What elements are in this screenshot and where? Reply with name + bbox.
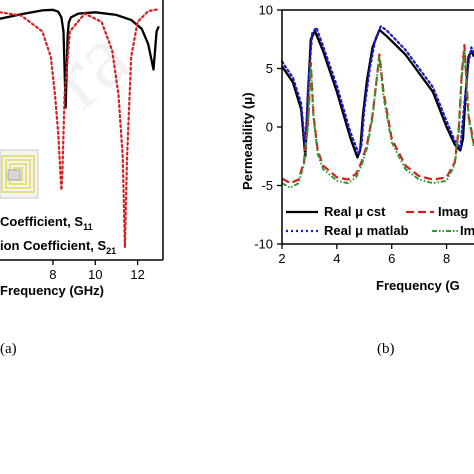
panel-b-y-tick-label: -5: [261, 178, 273, 193]
panel-a-ticks: 8 10 12: [49, 260, 145, 282]
panel-a-x-tick-label: 8: [49, 267, 56, 282]
panel-b-series-4: [281, 48, 474, 189]
panel-b-x-tick-label: 6: [388, 251, 395, 266]
panel-b-series-real-matlab: [280, 25, 474, 155]
panel-b-y-tick-label: 0: [266, 120, 273, 135]
panel-a-x-axis-title: Frequency (GHz): [0, 283, 104, 298]
panel-b-x-axis-title: Frequency (G: [376, 278, 460, 293]
panel-b-label: (b): [377, 341, 395, 357]
panel-a-series-2: [0, 8, 160, 249]
legend-b-label-real-cst: Real μ cst: [324, 204, 386, 219]
panel-b-legend: Real μ cst Imag Real μ matlab Im: [286, 204, 474, 238]
panel-b-y-axis-title: Permeability (μ): [240, 92, 255, 190]
panel-a-x-tick-label: 10: [88, 267, 102, 282]
panel-b-x-tick-label: 2: [278, 251, 285, 266]
panel-a-chart: Coefficient, S11 ion Coefficient, S21 8 1…: [0, 0, 164, 357]
panel-b-y-tick-label: 10: [259, 3, 273, 18]
panel-b-y-tick-label: -10: [254, 237, 273, 252]
legend-b-label-imag: Imag: [438, 204, 468, 219]
panel-b-series-imag: [281, 44, 474, 185]
legend-a-item-1: Coefficient, S11: [0, 214, 93, 232]
panel-b-y-tick-label: 5: [266, 61, 273, 76]
panel-b-curves: [280, 25, 474, 189]
panel-a-legend: Coefficient, S11 ion Coefficient, S21: [0, 214, 116, 256]
panel-a-label: (a): [0, 341, 17, 357]
legend-b-label-im: Im: [460, 223, 474, 238]
panel-b-chart: 2 4 6 8 -10 -5 0 5 10 Real μ cst Imag Real μ mat…: [240, 3, 474, 357]
legend-a-item-2: ion Coefficient, S21: [0, 238, 116, 256]
panel-b-x-tick-label: 4: [333, 251, 340, 266]
panel-a-x-tick-label: 12: [130, 267, 144, 282]
panel-a-curves: [0, 8, 160, 249]
panel-b-x-tick-label: 8: [443, 251, 450, 266]
legend-b-label-real-matlab: Real μ matlab: [324, 223, 409, 238]
panel-b-ticks: 2 4 6 8 -10 -5 0 5 10: [254, 3, 450, 267]
panel-a-series-1: [0, 8, 160, 109]
unit-cell-inset-icon: [0, 149, 39, 199]
